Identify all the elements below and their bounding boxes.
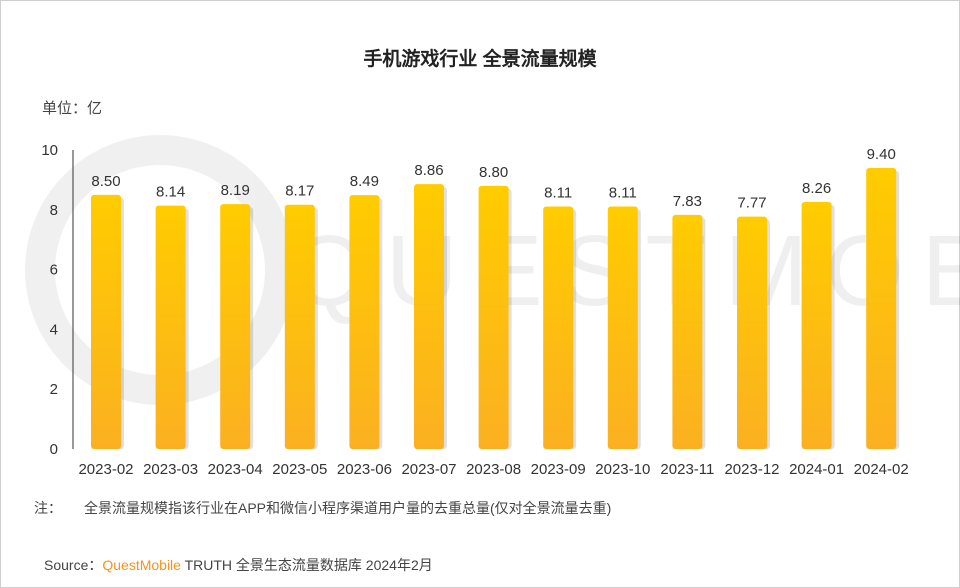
data-label: 8.11 xyxy=(544,185,572,202)
x-tick-label: 2023-05 xyxy=(272,461,327,478)
y-tick-label: 6 xyxy=(50,262,58,279)
data-label: 8.49 xyxy=(350,173,379,190)
bar xyxy=(672,214,703,449)
data-label: 8.17 xyxy=(285,183,314,200)
source-prefix: Source： xyxy=(44,557,103,573)
bar xyxy=(284,204,315,449)
data-label: 8.86 xyxy=(414,162,443,179)
x-tick-label: 2023-12 xyxy=(724,461,779,478)
x-tick-label: 2024-02 xyxy=(854,461,909,478)
x-tick-label: 2023-02 xyxy=(78,461,133,478)
data-label: 7.83 xyxy=(673,193,702,210)
source-brand: QuestMobile xyxy=(102,557,181,573)
data-label: 9.40 xyxy=(867,146,896,163)
y-tick-label: 2 xyxy=(50,381,58,398)
footnote: 注： 全景流量规模指该行业在APP和微信小程序渠道用户量的去重总量(仅对全景流量去… xyxy=(34,498,611,518)
bar xyxy=(349,195,380,449)
bar xyxy=(737,216,767,449)
x-tick-label: 2023-07 xyxy=(401,461,456,478)
y-tick-label: 4 xyxy=(50,321,58,338)
bar xyxy=(220,204,251,449)
y-tick-label: 8 xyxy=(50,202,58,219)
chart-title: 手机游戏行业 全景流量规模 xyxy=(363,49,597,70)
x-tick-label: 2023-08 xyxy=(466,461,521,478)
x-tick-label: 2023-09 xyxy=(531,461,586,478)
y-tick-label: 10 xyxy=(41,142,58,159)
footnote-text: 全景流量规模指该行业在APP和微信小程序渠道用户量的去重总量(仅对全景流量去重) xyxy=(84,500,612,516)
bar xyxy=(478,185,509,449)
x-tick-label: 2023-06 xyxy=(337,461,392,478)
data-label: 8.80 xyxy=(479,164,508,181)
data-label: 8.50 xyxy=(91,173,120,190)
bar xyxy=(866,167,897,449)
source-line: Source：QuestMobile TRUTH 全景生态流量数据库 2024年… xyxy=(44,555,433,575)
data-label: 8.14 xyxy=(156,184,185,201)
bar xyxy=(155,205,186,449)
data-label: 8.26 xyxy=(802,180,831,197)
data-label: 8.11 xyxy=(609,185,637,202)
bar xyxy=(607,206,638,449)
bar xyxy=(543,206,574,449)
unit-label: 单位：亿 xyxy=(42,100,103,117)
bar xyxy=(414,184,444,449)
x-tick-label: 2023-11 xyxy=(660,461,714,478)
source-text: TRUTH 全景生态流量数据库 2024年2月 xyxy=(180,557,433,573)
x-tick-label: 2023-04 xyxy=(208,461,263,478)
data-label: 7.77 xyxy=(737,195,766,212)
y-tick-label: 0 xyxy=(50,441,58,458)
footnote-label: 注： xyxy=(34,500,62,516)
x-tick-label: 2024-01 xyxy=(789,461,844,478)
bar xyxy=(91,194,121,449)
x-tick-label: 2023-03 xyxy=(143,461,198,478)
x-tick-label: 2023-10 xyxy=(595,461,650,478)
data-label: 8.19 xyxy=(221,182,250,199)
bar xyxy=(801,202,832,449)
